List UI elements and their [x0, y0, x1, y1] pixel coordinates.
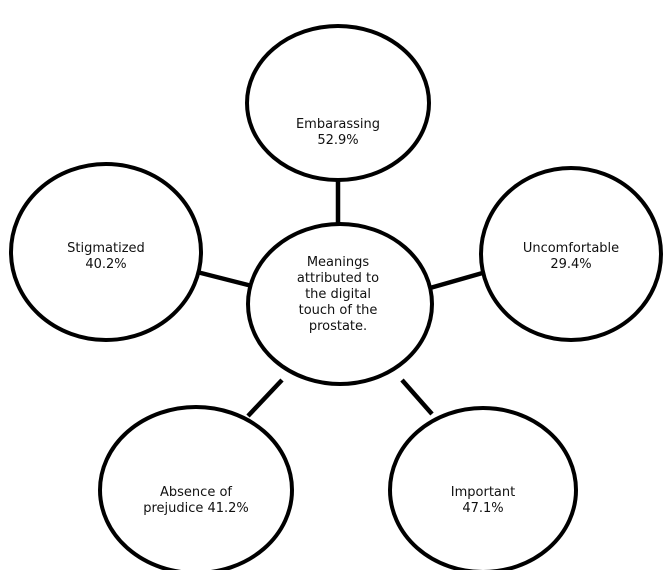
node-uncomfortable: Uncomfortable 29.4%: [479, 166, 663, 342]
center-line-3: the digital: [305, 287, 371, 302]
center-line-2: attributed to: [297, 271, 379, 286]
node-stigmatized-label: Stigmatized: [67, 241, 145, 256]
node-uncomfortable-label: Uncomfortable: [523, 241, 619, 256]
connector-uncomfortable: [429, 269, 487, 291]
node-embarassing-label: Embarassing: [296, 117, 380, 132]
node-embarassing: Embarassing 52.9%: [245, 24, 431, 182]
node-absence-of-prejudice: Absence of prejudice 41.2%: [98, 405, 294, 570]
node-absence-value: prejudice 41.2%: [143, 501, 249, 516]
center-line-1: Meanings: [307, 255, 370, 270]
node-uncomfortable-value: 29.4%: [550, 257, 591, 272]
center-line-5: prostate.: [309, 319, 367, 334]
connector-absence-of-prejudice: [246, 378, 284, 418]
node-important-value: 47.1%: [462, 501, 503, 516]
node-stigmatized-value: 40.2%: [85, 257, 126, 272]
node-absence-label: Absence of: [160, 485, 232, 500]
connector-stigmatized: [196, 269, 253, 289]
connector-important: [400, 378, 434, 416]
node-important: Important 47.1%: [388, 406, 578, 570]
node-stigmatized: Stigmatized 40.2%: [9, 162, 203, 342]
center-node: Meanings attributed to the digital touch…: [246, 222, 434, 386]
node-important-label: Important: [451, 485, 515, 500]
center-line-4: touch of the: [299, 303, 378, 318]
node-embarassing-value: 52.9%: [317, 133, 358, 148]
